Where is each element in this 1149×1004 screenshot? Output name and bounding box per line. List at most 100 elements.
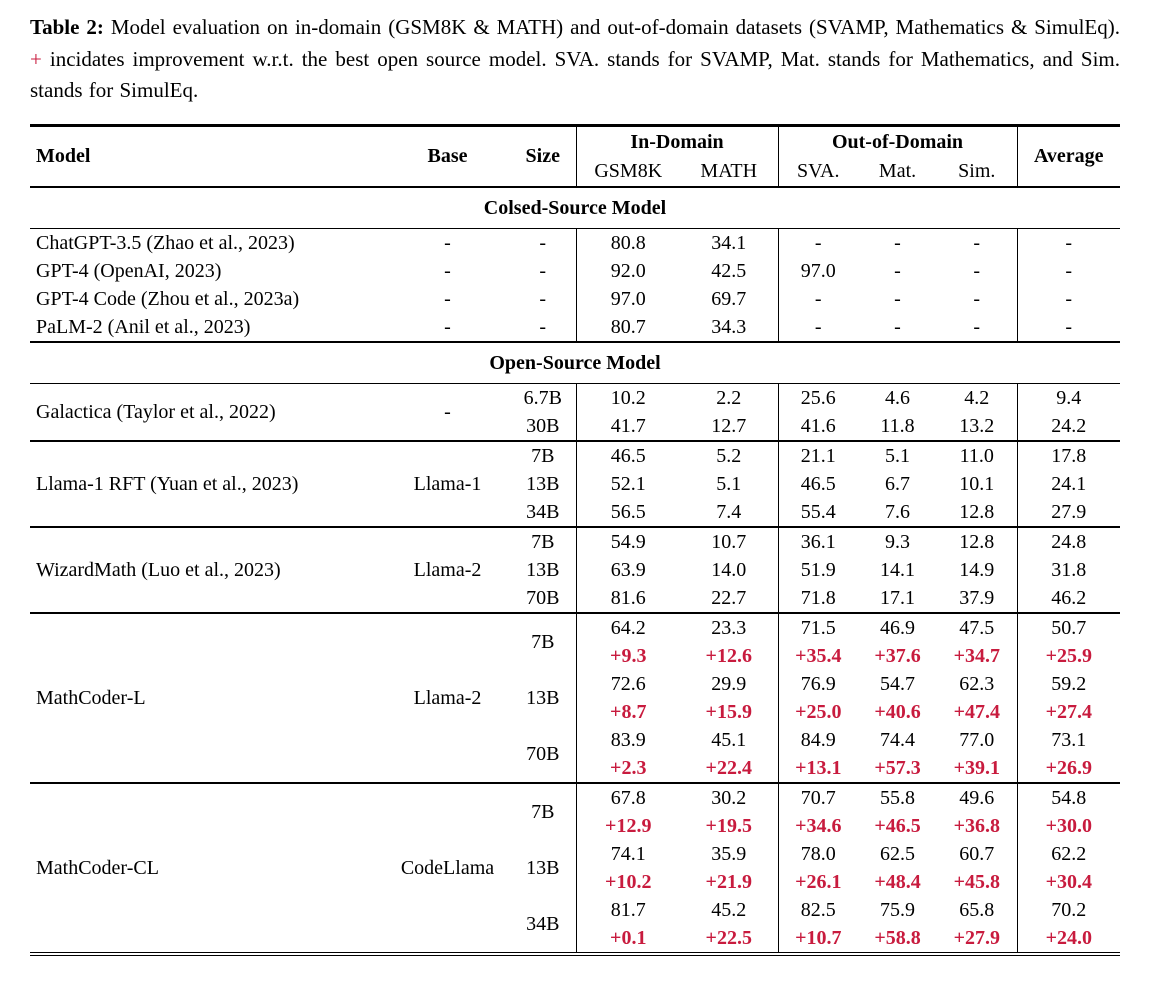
score-cell: 52.1	[575, 469, 680, 498]
score-cell: 4.2	[964, 386, 990, 409]
size-cell: 70B	[526, 742, 560, 765]
section-title-row: Colsed-Source Model	[30, 185, 1121, 229]
score-cell: 78.0	[777, 839, 859, 868]
score-cell: -	[777, 228, 859, 257]
improvement-delta-cell: +36.8	[953, 814, 1000, 837]
paper-page: Table 2: Model evaluation on in-domain (…	[30, 15, 1121, 956]
score-cell: 10.7	[680, 525, 779, 556]
score-cell: -	[973, 315, 981, 338]
column-header-size: Size	[525, 145, 560, 167]
size-cell: 70B	[526, 586, 560, 609]
score-cell: 73.1	[1016, 725, 1121, 754]
column-header-mat: Mat.	[878, 159, 917, 182]
improvement-delta-cell: +12.6	[705, 644, 752, 667]
score-cell: 9.4	[1016, 383, 1121, 412]
score-cell: 67.8	[575, 781, 680, 812]
score-cell: 74.1	[575, 839, 680, 868]
model-data-row: Llama-1 RFT (Yuan et al., 2023) Llama-1 7B…	[30, 439, 1121, 527]
score-cell: 46.5	[777, 469, 859, 498]
score-cell: 14.0	[711, 558, 747, 581]
header-row-datasets: GSM8K MATH SVA. Mat. Sim.	[30, 156, 1120, 187]
score-cell: 6.7	[885, 472, 911, 495]
column-header-sim: Sim.	[958, 159, 996, 182]
model-data-row: PaLM-2 (Anil et al., 2023) - - 80.7 34.3 - - - -	[30, 312, 1121, 342]
size-cell: -	[539, 259, 547, 282]
score-cell: -	[973, 231, 981, 254]
score-cell: 63.9	[575, 555, 680, 584]
improvement-delta-cell: +45.8	[953, 870, 1000, 893]
model-data-row: GPT-4 (OpenAI, 2023) - - 92.0 42.5 97.0 - - -	[30, 256, 1121, 285]
score-cell: 46.9	[858, 611, 938, 642]
score-cell: 17.1	[880, 586, 916, 609]
improvement-delta-cell: +39.1	[953, 756, 1000, 779]
improvement-delta-cell: +40.6	[874, 700, 921, 723]
improvement-delta-cell: +27.9	[953, 926, 1000, 949]
score-cell: -	[894, 287, 901, 310]
score-cell: 45.2	[711, 898, 747, 921]
score-cell: 34.1	[711, 231, 747, 254]
score-cell: 84.9	[777, 725, 859, 754]
column-header-average: Average	[1016, 125, 1121, 187]
size-cell: 30B	[526, 414, 560, 437]
improvement-delta-cell: +34.6	[777, 811, 859, 840]
score-cell: 12.8	[959, 500, 995, 523]
improvement-delta-cell: +0.1	[575, 923, 680, 954]
model-data-row: WizardMath (Luo et al., 2023) Llama-2 7B 54…	[30, 525, 1121, 613]
score-cell: 31.8	[1016, 555, 1121, 584]
score-cell: 41.7	[575, 411, 680, 441]
score-cell: 46.5	[575, 439, 680, 470]
improvement-delta-row: +12.9 +19.5 +34.6 +46.5 +36.8 +30.0	[30, 811, 1121, 840]
score-cell: 50.7	[1016, 611, 1121, 642]
model-data-row: GPT-4 Code (Zhou et al., 2023a) - - 97.0 69.…	[30, 284, 1121, 313]
caption-plus-sign: +	[30, 46, 42, 71]
score-cell: 7.4	[716, 500, 742, 523]
score-cell: 4.6	[885, 386, 911, 409]
score-cell: -	[894, 259, 901, 282]
score-cell: 70.2	[1016, 895, 1121, 924]
score-cell: 14.9	[959, 558, 995, 581]
section-title: Open-Source Model	[30, 340, 1121, 384]
score-cell: 64.2	[575, 611, 680, 642]
score-cell: 97.0	[777, 256, 859, 285]
caption-label: Table 2:	[30, 15, 104, 39]
score-cell: 5.1	[716, 472, 742, 495]
model-data-row: 70B 81.6 22.7 71.8 17.1 37.9 46.2	[30, 583, 1121, 613]
score-cell: 41.6	[777, 411, 859, 441]
score-cell: 42.5	[711, 259, 747, 282]
score-cell: 76.9	[777, 669, 859, 698]
score-cell: 62.2	[1016, 839, 1121, 868]
score-cell: 56.5	[575, 497, 680, 527]
model-data-row: 13B 52.1 5.1 46.5 6.7 10.1 24.1	[30, 469, 1121, 498]
improvement-delta-cell: +26.9	[1016, 753, 1121, 783]
improvement-delta-cell: +30.0	[1016, 811, 1121, 840]
model-name-cell: GPT-4 (OpenAI, 2023)	[36, 259, 222, 282]
size-cell: -	[539, 231, 547, 254]
size-cell: 7B	[510, 781, 576, 840]
score-cell: 46.2	[1016, 583, 1121, 613]
score-cell: 45.1	[711, 728, 747, 751]
score-cell: 21.1	[777, 439, 859, 470]
score-cell: -	[894, 231, 901, 254]
score-cell: 12.7	[711, 414, 747, 437]
score-cell: 80.7	[575, 312, 680, 342]
results-table-body: Colsed-Source Model ChatGPT-3.5 (Zhao et …	[30, 185, 1121, 954]
score-cell: 62.5	[880, 842, 916, 865]
score-cell: 25.6	[777, 383, 859, 412]
score-cell: 24.2	[1016, 411, 1121, 441]
score-cell: 36.1	[777, 525, 859, 556]
size-cell: 6.7B	[523, 386, 562, 409]
score-cell: -	[1016, 312, 1121, 342]
improvement-delta-cell: +21.9	[705, 870, 752, 893]
score-cell: -	[1016, 284, 1121, 313]
score-cell: 22.7	[711, 586, 747, 609]
column-header-model: Model	[36, 145, 91, 167]
column-group-out-of-domain: Out-of-Domain	[777, 125, 1018, 157]
score-cell: 81.6	[575, 583, 680, 613]
model-data-row: 70B 83.9 45.1 84.9 74.4 77.0 73.1	[30, 725, 1121, 765]
improvement-delta-row: +2.3 +22.4 +13.1 +57.3 +39.1 +26.9	[30, 753, 1121, 783]
table-header: Model Base Size In-Domain Out-of-Domain …	[30, 125, 1121, 187]
score-cell: 92.0	[575, 256, 680, 285]
score-cell: 82.5	[777, 895, 859, 924]
score-cell: 23.3	[680, 611, 779, 642]
score-cell: -	[777, 312, 859, 342]
